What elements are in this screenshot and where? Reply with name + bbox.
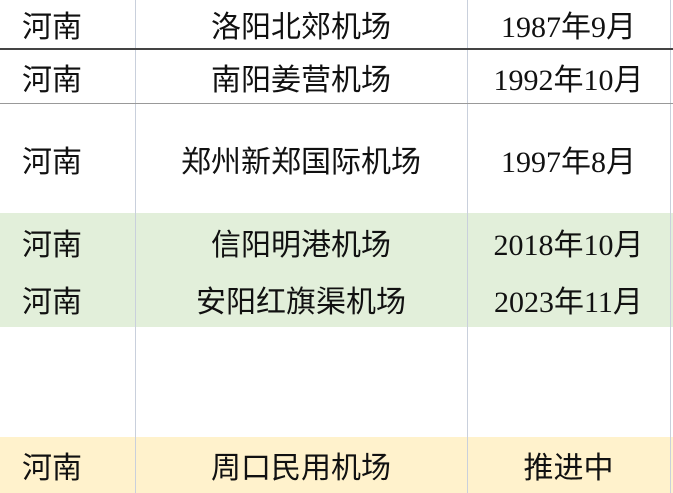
table-row: 河南 安阳红旗渠机场 2023年11月 [0, 270, 673, 327]
table-row: 河南 周口民用机场 推进中 [0, 437, 673, 493]
table-row: 河南 洛阳北郊机场 1987年9月 [0, 0, 673, 48]
table-cell: 2018年10月 [493, 228, 644, 262]
table-cell: 河南 [22, 10, 82, 45]
table-cell: 2023年11月 [494, 285, 643, 319]
table-row: 河南 南阳姜营机场 1992年10月 [0, 50, 673, 103]
table-cell: 安阳红旗渠机场 [196, 284, 406, 320]
table-cell: 推进中 [523, 452, 614, 485]
row-divider [0, 48, 673, 50]
table-cell: 南阳姜营机场 [211, 62, 391, 98]
table-cell: 河南 [22, 227, 82, 263]
table-cell: 河南 [22, 145, 82, 180]
table-cell: 1997年8月 [501, 146, 636, 179]
table-cell: 周口民用机场 [211, 451, 391, 486]
table-cell: 洛阳北郊机场 [211, 10, 391, 45]
table-cell: 1987年9月 [501, 11, 636, 44]
column-divider [670, 0, 671, 493]
column-divider [135, 0, 136, 493]
table-cell: 1992年10月 [493, 63, 644, 97]
row-divider [0, 103, 673, 104]
table-cell: 郑州新郑国际机场 [181, 145, 421, 180]
table-cell: 河南 [22, 62, 82, 98]
column-divider [467, 0, 468, 493]
table-cell: 河南 [22, 284, 82, 320]
table-row: 河南 郑州新郑国际机场 1997年8月 [0, 105, 673, 213]
table-cell: 信阳明港机场 [211, 227, 391, 263]
table-row: 河南 信阳明港机场 2018年10月 [0, 213, 673, 270]
table-cell: 河南 [22, 451, 82, 486]
